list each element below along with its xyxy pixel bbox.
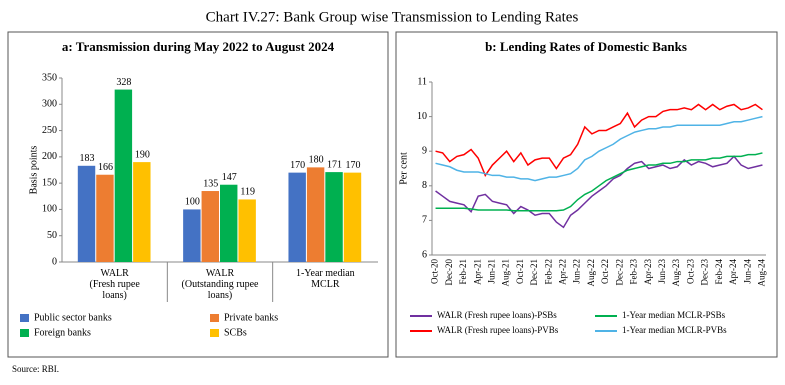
panel-frame: [395, 31, 778, 358]
x-tick-label: Dec-20: [444, 259, 454, 286]
y-tick-label: 7: [422, 215, 427, 226]
x-tick-label: Feb-21: [458, 259, 468, 285]
y-tick-label: 11: [417, 76, 427, 87]
legend-label: 1-Year median MCLR-PSBs: [622, 310, 726, 320]
x-tick-label: Dec-22: [614, 259, 624, 286]
y-tick-label: 6: [422, 249, 427, 260]
y-axis-label: Per cent: [398, 152, 409, 185]
x-tick-label: Apr-23: [643, 259, 653, 285]
bar: [183, 209, 201, 262]
legend-label: Foreign banks: [34, 327, 91, 338]
x-tick-label: Oct-21: [515, 259, 525, 284]
bar: [288, 172, 306, 262]
line: [435, 115, 763, 182]
x-tick-label: Oct-22: [600, 259, 610, 284]
legend-label: WALR (Fresh rupee loans)-PVBs: [437, 325, 559, 335]
y-tick-label: 100: [42, 204, 57, 215]
y-tick-label: 250: [42, 125, 57, 136]
chart-title: a: Transmission during May 2022 to Augus…: [62, 39, 335, 54]
legend-label: 1-Year median MCLR-PVBs: [622, 325, 727, 335]
panel-frame: [7, 31, 389, 358]
y-tick-label: 200: [42, 151, 57, 162]
x-tick-label: WALR (Outstanding rupee loans): [181, 268, 259, 301]
legend-label: WALR (Fresh rupee loans)-PSBs: [437, 310, 557, 320]
y-tick-label: 9: [422, 145, 427, 156]
x-tick-label: Aug-22: [586, 259, 596, 287]
x-tick-label: Aug-23: [671, 259, 681, 287]
x-tick-label: 1-Year median MCLR: [295, 268, 355, 290]
bar: [306, 167, 325, 262]
data-label: 328: [116, 77, 131, 88]
legend-swatch: [20, 329, 29, 337]
y-tick-label: 10: [417, 111, 427, 122]
legend-swatch: [20, 314, 29, 322]
x-tick-label: Dec-23: [700, 259, 710, 286]
y-tick-label: 300: [42, 99, 57, 110]
data-label: 135: [203, 178, 218, 189]
x-tick-label: Dec-21: [529, 259, 539, 286]
x-tick-label: WALR (Fresh rupee loans): [89, 268, 140, 301]
y-tick-label: 50: [47, 230, 57, 241]
legend-label: Private banks: [224, 312, 278, 323]
x-tick-label: Jun-24: [742, 259, 752, 284]
x-tick-label: Feb-24: [714, 259, 724, 285]
chart-title: b: Lending Rates of Domestic Banks: [485, 39, 687, 54]
bar: [114, 89, 133, 263]
y-tick-label: 0: [52, 256, 57, 267]
bar: [343, 172, 362, 262]
legend-label: Public sector banks: [34, 312, 112, 323]
x-tick-label: Apr-21: [472, 259, 482, 285]
data-label: 190: [135, 149, 150, 160]
bar: [96, 174, 114, 262]
line: [435, 103, 763, 177]
x-tick-label: Feb-23: [629, 259, 639, 285]
data-label: 119: [240, 187, 255, 198]
legend-label: SCBs: [224, 327, 247, 338]
data-label: 166: [98, 162, 113, 173]
x-tick-label: Oct-20: [430, 259, 440, 284]
source: Source: RBI.: [12, 364, 59, 374]
bar: [77, 165, 96, 262]
x-tick-label: Jun-22: [572, 259, 582, 284]
x-tick-label: Jun-21: [486, 259, 496, 284]
data-label: 170: [290, 160, 305, 171]
bar: [238, 199, 256, 262]
data-label: 171: [327, 159, 342, 170]
data-label: 170: [345, 160, 360, 171]
x-tick-label: Apr-24: [728, 259, 738, 285]
legend-swatch: [210, 314, 219, 322]
x-tick-label: Aug-24: [757, 259, 767, 287]
y-tick-label: 8: [422, 180, 427, 191]
x-tick-label: Oct-23: [685, 259, 695, 284]
bar: [220, 184, 238, 262]
x-tick-label: Apr-22: [558, 259, 568, 285]
y-tick-label: 350: [42, 72, 57, 83]
line: [435, 155, 763, 229]
data-label: 100: [185, 197, 200, 208]
data-label: 180: [309, 155, 324, 166]
x-tick-label: Jun-23: [657, 259, 667, 284]
page-title: Chart IV.27: Bank Group wise Transmissio…: [206, 9, 579, 25]
data-label: 147: [222, 172, 237, 183]
bar: [133, 162, 151, 262]
line: [435, 152, 763, 212]
data-label: 183: [80, 153, 95, 164]
y-tick-label: 150: [42, 177, 57, 188]
y-axis-label: Basis points: [28, 146, 39, 195]
bar: [325, 172, 343, 262]
bar: [201, 191, 219, 262]
x-tick-label: Feb-22: [543, 259, 553, 285]
legend-swatch: [210, 329, 219, 337]
x-tick-label: Aug-21: [501, 259, 511, 287]
